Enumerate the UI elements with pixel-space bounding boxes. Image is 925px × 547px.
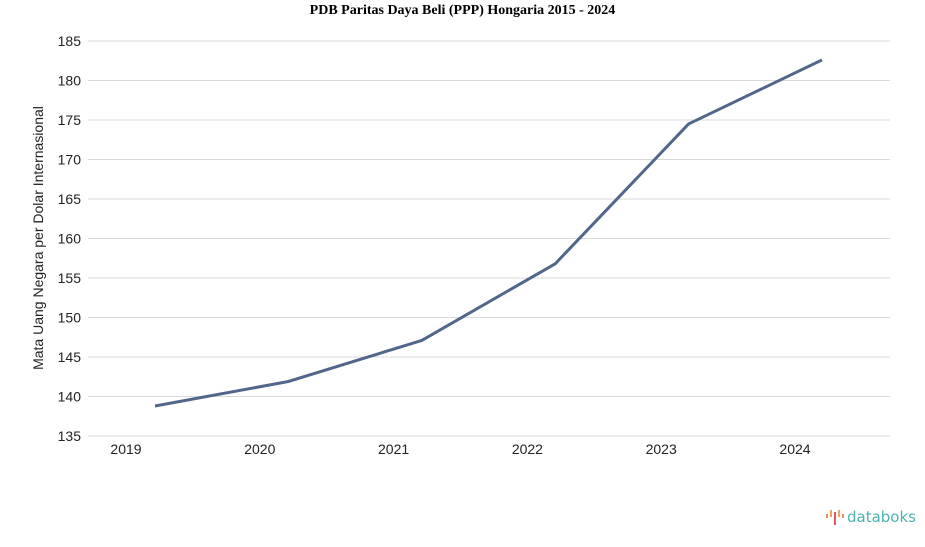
chart-title: PDB Paritas Daya Beli (PPP) Hongaria 201… (309, 3, 616, 18)
x-tick-label: 2020 (244, 441, 275, 457)
y-tick-label: 155 (58, 270, 82, 286)
y-tick-label: 150 (58, 310, 82, 326)
x-tick-label: 2024 (779, 441, 810, 457)
y-tick-label: 160 (58, 231, 82, 247)
logo-bars-icon (826, 510, 844, 525)
x-tick-label: 2023 (646, 441, 677, 457)
x-tick-label: 2022 (512, 441, 543, 457)
y-tick-label: 135 (58, 428, 82, 444)
logo-text: databoks (847, 508, 916, 526)
y-tick-label: 175 (58, 112, 82, 128)
y-tick-label: 165 (58, 191, 82, 207)
databoks-logo: databoks (826, 508, 916, 526)
y-tick-label: 145 (58, 349, 82, 365)
y-tick-label: 170 (58, 152, 82, 168)
y-tick-label: 180 (58, 73, 82, 89)
series-line (154, 58, 823, 408)
y-tick-label: 140 (58, 389, 82, 405)
x-tick-label: 2021 (378, 441, 409, 457)
y-tick-label: 185 (58, 33, 82, 49)
x-tick-label: 2019 (110, 441, 141, 457)
